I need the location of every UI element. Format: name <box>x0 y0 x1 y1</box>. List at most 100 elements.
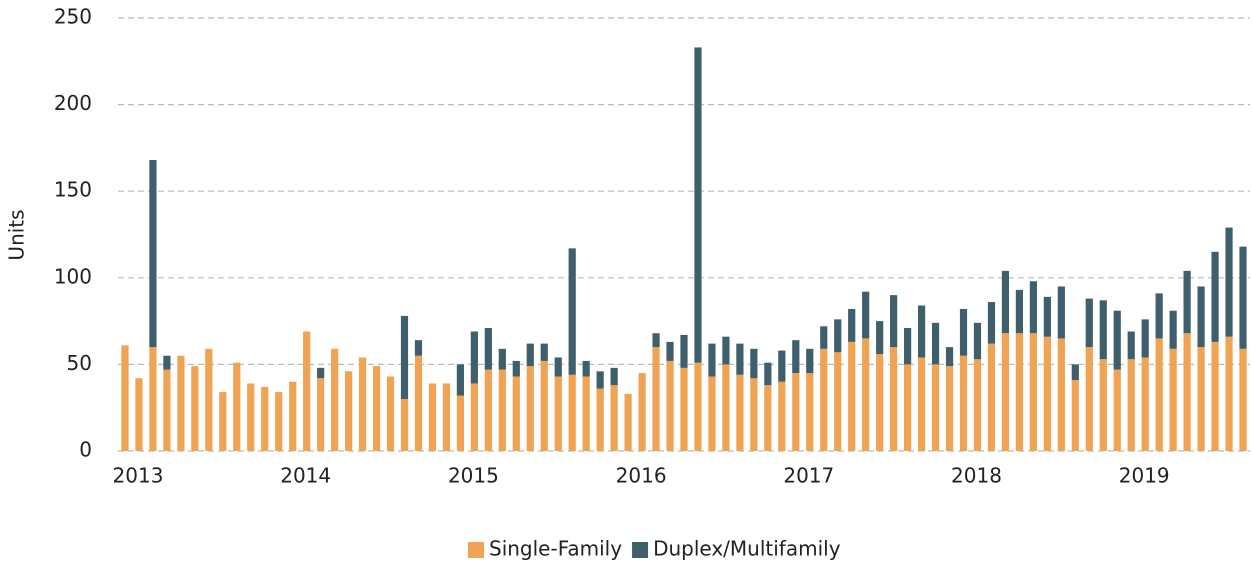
bar-segment <box>1197 347 1205 451</box>
bar-segment <box>1155 293 1163 339</box>
bar-segment <box>1113 310 1121 370</box>
bar-segment <box>1225 227 1233 337</box>
bar-segment <box>372 366 381 451</box>
bar-segment <box>456 395 464 451</box>
bar-segment <box>736 374 744 451</box>
bar-segment <box>680 367 688 451</box>
bar-segment <box>596 371 604 389</box>
bar-segment <box>1057 338 1065 451</box>
bar-segment <box>624 393 632 451</box>
bar-segment <box>470 383 478 451</box>
bar-segment <box>484 328 492 370</box>
bar-segment <box>1183 333 1191 451</box>
bar-segment <box>848 341 856 451</box>
bar-segment <box>1029 281 1037 334</box>
y-axis-label: Units <box>5 209 29 260</box>
bar-segment <box>512 376 520 451</box>
bar-segment <box>149 347 157 451</box>
bar-segment <box>1127 331 1135 360</box>
x-tick-label: 2016 <box>616 464 667 488</box>
bar-segment <box>917 357 926 451</box>
bar-segment <box>163 369 171 451</box>
bar-segment <box>135 378 143 451</box>
bar-segment <box>163 355 171 370</box>
bar-segment <box>904 328 912 365</box>
legend-swatch <box>632 542 649 558</box>
bar-segment <box>764 362 772 386</box>
bar-segment <box>596 388 604 451</box>
bar-segment <box>554 376 562 451</box>
bar-segment <box>428 383 437 451</box>
bar-segment <box>386 376 395 451</box>
bar-segment <box>1099 300 1107 360</box>
bar-segment <box>862 338 870 451</box>
bar-segment <box>219 392 227 451</box>
bar-segment <box>652 347 660 451</box>
bar-segment <box>344 371 353 451</box>
y-tick-label: 100 <box>54 264 92 288</box>
y-tick-label: 0 <box>79 438 92 462</box>
bar-segment <box>289 381 297 451</box>
bar-segment <box>973 359 982 451</box>
bar-segment <box>987 302 996 344</box>
bar-segment <box>917 305 926 358</box>
bar-segment <box>303 331 311 451</box>
bar-segment <box>1169 310 1177 349</box>
legend-label: Duplex/Multifamily <box>653 537 841 561</box>
bar-segment <box>1015 289 1024 334</box>
bar-segment <box>890 347 898 451</box>
bar-segment <box>414 355 423 451</box>
bar-segment <box>1239 246 1247 349</box>
bar-segment <box>610 367 618 386</box>
bar-segment <box>722 364 730 451</box>
bar-segment <box>680 334 688 368</box>
y-tick-label: 200 <box>54 91 92 115</box>
bar-segment <box>959 355 968 451</box>
bar-segment <box>722 336 730 365</box>
x-tick-label: 2013 <box>113 464 164 488</box>
bar-segment <box>358 357 367 451</box>
bar-segment <box>945 347 954 367</box>
bar-segment <box>1001 333 1010 451</box>
y-tick-label: 250 <box>54 5 92 29</box>
bar-segment <box>806 348 814 374</box>
bar-segment <box>400 315 409 400</box>
bar-segment <box>582 376 590 451</box>
bar-segment <box>261 386 269 451</box>
bar-segment <box>778 381 786 451</box>
bar-segment <box>778 350 786 382</box>
bar-segment <box>205 348 213 451</box>
bar-segment <box>959 308 968 356</box>
bar-segment <box>456 364 464 396</box>
bar-segment <box>834 319 842 353</box>
bar-segment <box>512 360 520 377</box>
bar-segment <box>1085 347 1093 451</box>
bar-segment <box>652 333 660 348</box>
bar-segment <box>1043 296 1051 337</box>
bar-segment <box>554 357 562 377</box>
bar-segment <box>177 355 185 451</box>
bar-segment <box>568 248 576 375</box>
bar-segment <box>1085 298 1093 348</box>
bar-segment <box>1141 357 1149 451</box>
bar-segment <box>1071 364 1079 380</box>
bar-segment <box>247 383 255 451</box>
x-tick-label: 2014 <box>280 464 331 488</box>
bar-segment <box>904 364 912 451</box>
bar-segment <box>1029 333 1037 451</box>
bar-segment <box>750 348 758 379</box>
bar-segment <box>890 295 898 348</box>
bar-segment <box>820 348 828 451</box>
bar-segment <box>973 322 982 360</box>
bar-segment <box>638 373 646 451</box>
bar-segment <box>275 392 283 451</box>
bar-segment <box>1141 319 1149 358</box>
x-tick-label: 2019 <box>1119 464 1170 488</box>
bar-segment <box>736 343 744 375</box>
bar-segment <box>666 341 674 361</box>
bar-segment <box>792 340 800 374</box>
bar-segment <box>400 399 409 451</box>
bar-segment <box>1099 359 1107 451</box>
bar-segment <box>1043 336 1051 451</box>
x-tick-label: 2018 <box>951 464 1002 488</box>
